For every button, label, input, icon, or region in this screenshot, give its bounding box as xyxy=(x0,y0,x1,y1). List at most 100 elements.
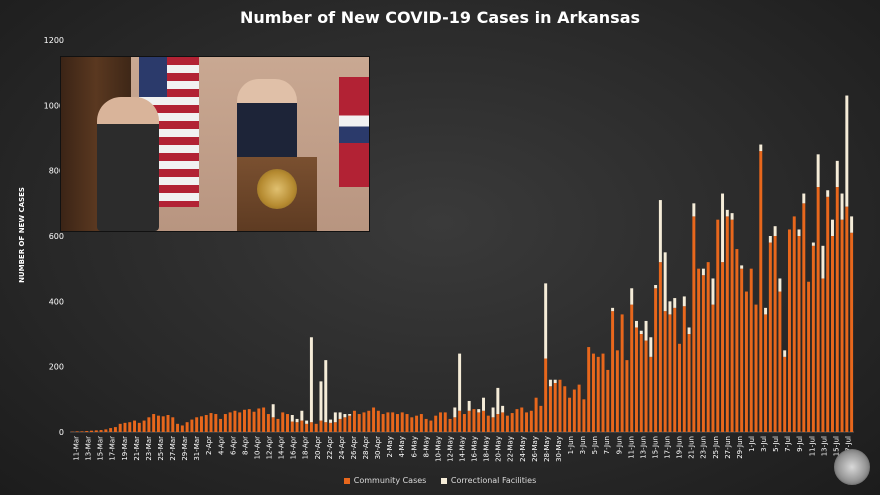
bar-correctional-facilities xyxy=(467,400,471,411)
bar-community-cases xyxy=(520,407,524,432)
x-tick-label: 25-Mar xyxy=(157,436,165,461)
bar-community-cases xyxy=(276,418,280,432)
x-tick-label: 30-Apr xyxy=(374,436,382,460)
state-seal-icon xyxy=(257,169,297,209)
x-tick-label: 17-Jun xyxy=(664,436,672,459)
bar-community-cases xyxy=(515,409,519,432)
x-tick-label: 12-May xyxy=(446,436,454,462)
bar-correctional-facilities xyxy=(831,219,834,236)
y-tick-label: 200 xyxy=(49,363,64,372)
bar-correctional-facilities xyxy=(305,420,309,424)
bar-community-cases xyxy=(104,429,108,432)
bar-community-cases xyxy=(290,421,294,432)
bar-correctional-facilities xyxy=(319,381,323,421)
bar-community-cases xyxy=(99,430,103,432)
bar-correctional-facilities xyxy=(548,379,552,387)
bar-community-cases xyxy=(448,418,452,432)
x-tick-label: 14-Apr xyxy=(278,436,286,460)
bar-community-cases xyxy=(486,415,490,432)
bar-community-cases xyxy=(611,311,615,432)
bar-correctional-facilities xyxy=(663,252,667,312)
bar-community-cases xyxy=(443,412,447,432)
bar-community-cases xyxy=(802,203,806,432)
bar-community-cases xyxy=(419,414,423,432)
x-tick-label: 13-Jun xyxy=(639,436,647,459)
bar-community-cases xyxy=(410,417,414,432)
bar-community-cases xyxy=(152,414,156,432)
bar-community-cases xyxy=(343,417,347,432)
bar-community-cases xyxy=(644,340,648,432)
x-tick-label: 22-May xyxy=(507,436,515,462)
bar-community-cases xyxy=(787,229,791,432)
press-conference-video xyxy=(60,56,370,232)
bar-community-cases xyxy=(816,187,820,432)
bar-community-cases xyxy=(190,419,194,432)
bar-community-cases xyxy=(376,410,380,432)
bar-community-cases xyxy=(701,275,705,432)
bar-correctional-facilities xyxy=(329,419,333,423)
bar-community-cases xyxy=(309,422,313,432)
x-tick-label: 5-Jun xyxy=(591,436,599,454)
bar-correctional-facilities xyxy=(338,412,342,419)
bar-community-cases xyxy=(434,415,438,432)
bar-community-cases xyxy=(668,314,672,432)
bar-correctional-facilities xyxy=(840,193,844,220)
bar-correctional-facilities xyxy=(740,265,744,269)
y-tick-label: 600 xyxy=(49,232,64,241)
bar-community-cases xyxy=(534,397,538,432)
bar-community-cases xyxy=(109,428,113,432)
bar-community-cases xyxy=(587,347,591,432)
y-tick-label: 0 xyxy=(59,428,64,437)
bar-community-cases xyxy=(286,414,289,432)
bar-community-cases xyxy=(362,412,366,432)
bar-community-cases xyxy=(706,262,710,432)
bar-community-cases xyxy=(75,431,79,432)
x-tick-label: 6-May xyxy=(410,436,418,457)
bar-community-cases xyxy=(807,281,811,432)
bar-correctional-facilities xyxy=(711,278,715,305)
bar-community-cases xyxy=(314,423,318,432)
bar-community-cases xyxy=(850,232,854,432)
bar-community-cases xyxy=(768,242,772,432)
bar-community-cases xyxy=(639,334,643,432)
bar-community-cases xyxy=(204,415,208,432)
bar-community-cases xyxy=(209,413,213,432)
bar-community-cases xyxy=(324,422,328,432)
bar-community-cases xyxy=(725,216,729,432)
bar-community-cases xyxy=(759,151,763,433)
bar-community-cases xyxy=(199,416,203,432)
bar-correctional-facilities xyxy=(682,296,686,307)
bar-correctional-facilities xyxy=(309,337,313,423)
bar-community-cases xyxy=(505,415,509,432)
bar-community-cases xyxy=(467,410,471,432)
bar-community-cases xyxy=(429,420,433,432)
bar-community-cases xyxy=(711,304,715,432)
x-tick-label: 25-Jun xyxy=(712,436,720,459)
arkansas-seal-icon xyxy=(834,449,870,485)
bar-community-cases xyxy=(295,422,299,432)
bar-community-cases xyxy=(381,414,385,432)
bar-community-cases xyxy=(123,422,127,432)
bar-community-cases xyxy=(572,389,576,432)
bar-correctional-facilities xyxy=(658,200,662,263)
bar-correctional-facilities xyxy=(835,160,839,187)
x-tick-label: 13-Mar xyxy=(85,436,93,461)
bar-community-cases xyxy=(491,417,495,432)
x-tick-label: 2-May xyxy=(386,436,394,457)
bar-community-cases xyxy=(630,304,634,432)
bar-community-cases xyxy=(142,420,146,432)
bar-community-cases xyxy=(94,430,98,432)
bar-community-cases xyxy=(300,420,304,432)
bar-community-cases xyxy=(773,236,777,432)
x-tick-label: 17-Jul xyxy=(844,436,852,456)
bar-correctional-facilities xyxy=(553,379,557,383)
bar-correctional-facilities xyxy=(639,330,643,334)
bar-correctional-facilities xyxy=(797,229,801,236)
x-tick-label: 3-Jun xyxy=(579,436,587,454)
bar-community-cases xyxy=(90,430,93,432)
y-tick-label: 400 xyxy=(49,297,64,306)
bar-community-cases xyxy=(133,420,137,432)
bar-community-cases xyxy=(185,422,189,432)
bar-community-cases xyxy=(649,356,653,432)
